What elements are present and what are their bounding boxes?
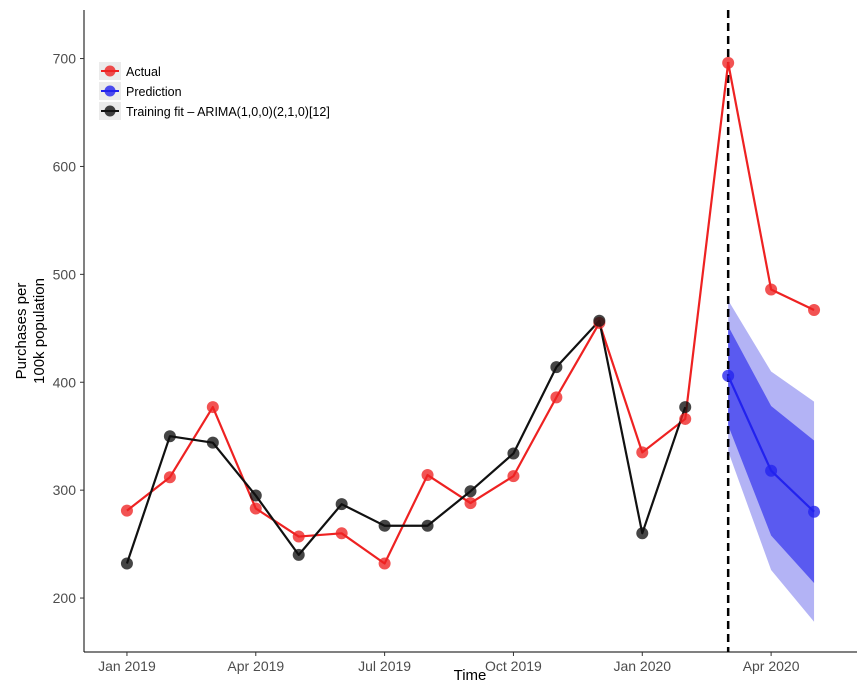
- actual-point: [120, 504, 133, 517]
- actual-point: [765, 283, 778, 296]
- training-fit-point: [378, 519, 391, 532]
- series-points: [120, 56, 821, 570]
- training-fit-point: [464, 485, 477, 498]
- actual-point: [722, 56, 735, 69]
- training-fit-point: [292, 548, 305, 561]
- y-tick-label: 400: [53, 374, 77, 390]
- actual-point: [550, 391, 563, 404]
- x-axis-title: Time: [454, 667, 487, 684]
- y-tick-label: 200: [53, 590, 77, 606]
- legend-label-prediction: Prediction: [126, 85, 182, 99]
- training-fit-point: [249, 489, 262, 502]
- training-fit-point: [120, 557, 133, 570]
- x-tick-label: Apr 2020: [743, 658, 800, 674]
- actual-point: [206, 401, 219, 414]
- training-fit-point: [335, 498, 348, 511]
- actual-point: [163, 471, 176, 484]
- legend-label-training: Training fit – ARIMA(1,0,0)(2,1,0)[12]: [126, 105, 330, 119]
- x-tick-label: Jan 2019: [98, 658, 156, 674]
- prediction-point: [808, 505, 821, 518]
- y-axis-title-line-2: 100k population: [31, 278, 48, 384]
- y-tick-label: 500: [53, 266, 77, 282]
- y-tick-label: 300: [53, 482, 77, 498]
- y-axis-title: Purchases per 100k population: [13, 278, 48, 384]
- x-tick-label: Jan 2020: [613, 658, 671, 674]
- actual-point: [421, 469, 434, 482]
- training-fit-point: [421, 519, 434, 532]
- actual-point: [808, 303, 821, 316]
- training-fit-point: [636, 527, 649, 540]
- actual-point: [335, 527, 348, 540]
- legend: Actual Prediction Training fit – ARIMA(1…: [99, 62, 330, 120]
- actual-point: [636, 446, 649, 459]
- legend-label-actual: Actual: [126, 65, 161, 79]
- training-fit-point: [679, 401, 692, 414]
- ticks: 200 300 400 500 600 700 Jan 2019 Apr 2019 Jul 20…: [53, 51, 800, 674]
- y-tick-label: 700: [53, 51, 77, 67]
- training-fit-point: [163, 430, 176, 443]
- legend-key-prediction-point: [104, 85, 116, 97]
- prediction-point: [722, 369, 735, 382]
- training-fit-point: [593, 314, 606, 327]
- x-tick-label: Oct 2019: [485, 658, 542, 674]
- prediction-interval-80: [728, 326, 815, 583]
- training-fit-point: [206, 436, 219, 449]
- prediction-intervals: [728, 300, 815, 622]
- actual-point: [249, 502, 262, 515]
- actual-point: [464, 497, 477, 510]
- y-axis-title-line-1: Purchases per: [13, 283, 30, 380]
- actual-point: [378, 557, 391, 570]
- axes: [83, 10, 857, 653]
- training-fit-point: [550, 361, 563, 374]
- x-tick-label: Jul 2019: [358, 658, 411, 674]
- actual-point: [507, 470, 520, 483]
- y-tick-label: 600: [53, 158, 77, 174]
- training-fit-point: [507, 447, 520, 460]
- legend-key-training-point: [104, 105, 116, 117]
- actual-point: [679, 412, 692, 425]
- x-tick-label: Apr 2019: [227, 658, 284, 674]
- actual-point: [292, 530, 305, 543]
- legend-key-actual-point: [104, 65, 116, 77]
- prediction-point: [765, 464, 778, 477]
- training-fit-line: [125, 319, 687, 564]
